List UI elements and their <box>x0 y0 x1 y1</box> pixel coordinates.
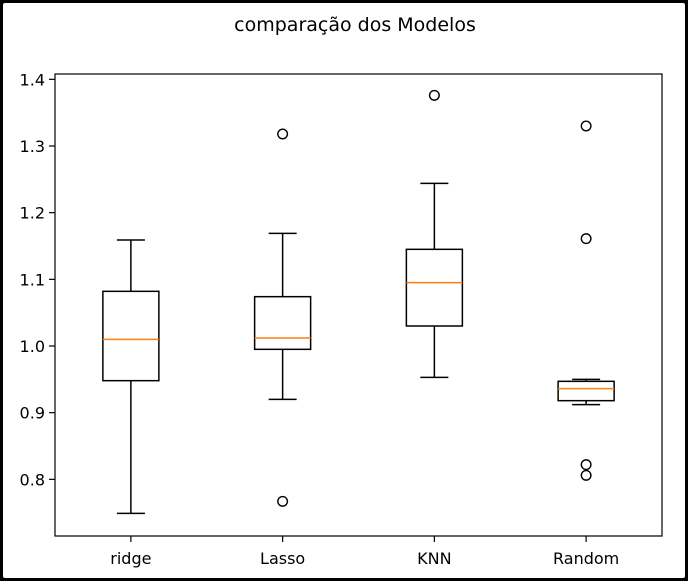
outlier-point <box>277 495 289 507</box>
iqr-box <box>102 290 160 382</box>
axes: 0.8 0.9 1.0 1.1 1.2 1.3 1.4 ridge Lasso KNN Random <box>20 70 620 568</box>
outlier-point <box>580 233 592 245</box>
x-tick-label: KNN <box>417 549 451 568</box>
plot-frame <box>54 73 663 537</box>
iqr-box <box>405 248 464 327</box>
box-knn <box>405 89 464 379</box>
outlier-point <box>580 459 592 471</box>
y-tick-label: 1.0 <box>20 337 45 356</box>
plot-marks <box>102 89 615 515</box>
y-tick-label: 1.1 <box>20 270 45 289</box>
y-tick-label: 1.4 <box>20 70 45 89</box>
outlier-point <box>580 120 592 132</box>
y-tick-label: 1.3 <box>20 137 45 156</box>
iqr-box <box>253 295 312 351</box>
x-tick-label: Random <box>553 549 619 568</box>
outlier-point <box>580 469 592 481</box>
x-tick-label: ridge <box>110 549 151 568</box>
figure-canvas: comparação dos Modelos 0.8 0.9 1.0 1.1 1.2 1.… <box>3 3 685 578</box>
box-random <box>557 120 615 481</box>
box-lasso <box>253 128 312 507</box>
y-tick-label: 1.2 <box>20 204 45 223</box>
boxplot-chart: comparação dos Modelos 0.8 0.9 1.0 1.1 1.2 1.… <box>20 14 663 568</box>
outlier-point <box>277 128 289 140</box>
iqr-box <box>557 380 615 402</box>
y-tick-label: 0.8 <box>20 470 45 489</box>
outlier-point <box>428 89 440 101</box>
box-ridge <box>102 239 160 515</box>
x-tick-label: Lasso <box>260 549 305 568</box>
chart-title: comparação dos Modelos <box>234 14 476 36</box>
y-tick-label: 0.9 <box>20 404 45 423</box>
